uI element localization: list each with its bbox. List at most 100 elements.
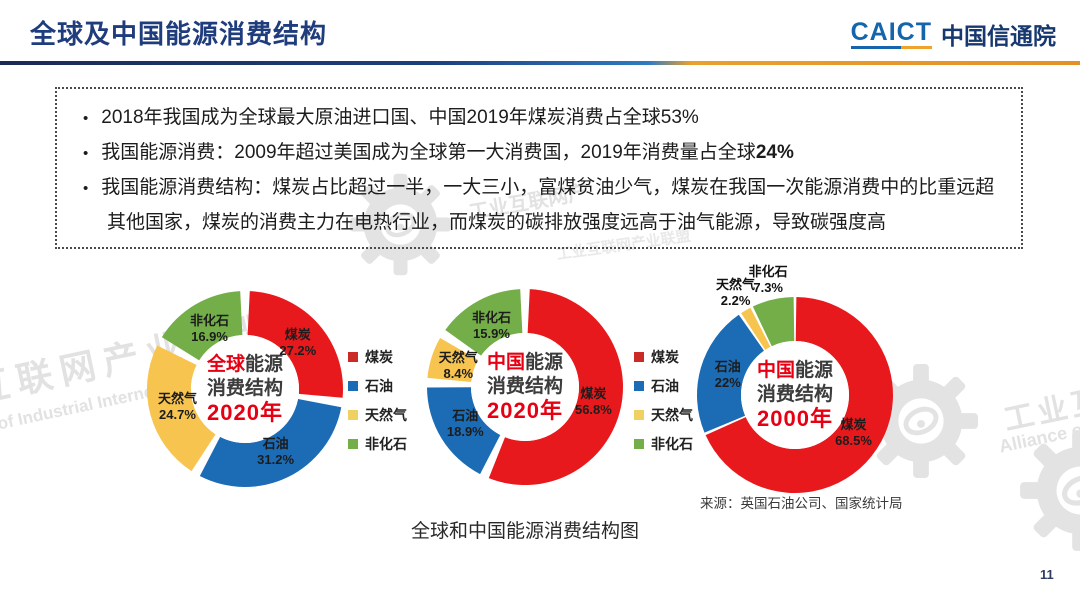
legend-item: 石油 — [348, 376, 407, 396]
slice-label-value: 2.2% — [720, 293, 751, 309]
chart-caption: 全球和中国能源消费结构图 — [410, 521, 639, 542]
slice-label-name: 天然气 — [716, 277, 756, 293]
slice-label: 非化石 16.9% — [190, 313, 229, 345]
legend-swatch — [348, 381, 358, 391]
slice-label-value: 56.8% — [574, 401, 612, 417]
pie-slice-非化石 — [161, 291, 243, 361]
slice-label-value: 22% — [714, 375, 741, 391]
center-year: 2000年 — [757, 406, 833, 431]
slice-label-name: 石油 — [262, 435, 289, 451]
caict-underline — [850, 46, 932, 49]
watermark-right-en: Alliance of Ind — [997, 411, 1080, 457]
watermark-right-cn: 工业互联网 — [1001, 369, 1080, 438]
slice-label-value: 31.2% — [257, 451, 295, 467]
legend: 煤炭 石油 天然气 非化石 — [348, 347, 407, 454]
legend-item: 非化石 — [634, 434, 693, 454]
pie-slice-天然气 — [147, 345, 216, 472]
center-line2: 消费结构 — [486, 376, 563, 397]
legend-swatch — [634, 410, 644, 420]
donut-chart-global-2020: 煤炭 27.2% 石油 31.2% 天然气 24.7% 非化石 16.9% 全球能源 消费结构 20… — [145, 289, 345, 489]
center-rest: 能源 — [795, 360, 834, 381]
slice-label-name: 非化石 — [471, 309, 511, 325]
donut-svg — [697, 297, 893, 494]
page-title: 全球及中国能源消费结构 — [30, 19, 328, 49]
slice-label-value: 27.2% — [279, 343, 317, 359]
slice-label: 非化石 7.3% — [749, 264, 788, 296]
slice-label-value: 18.9% — [446, 423, 484, 439]
legend-item: 天然气 — [348, 405, 407, 425]
bullet-text: 我国能源消费：2009年超过美国成为全球第一大消费国，2019年消费量占全球 — [101, 142, 756, 163]
page-number: 11 — [1040, 567, 1054, 582]
slice-label: 石油 18.9% — [447, 408, 484, 440]
info-box: 2018年我国成为全球最大原油进口国、中国2019年煤炭消费占全球53% 我国能源… — [55, 87, 1023, 249]
donut-hole — [471, 333, 579, 441]
center-line1: 全球能源 — [207, 353, 283, 377]
watermark-left-en: e of Industrial Internet — [0, 380, 161, 437]
legend-item: 煤炭 — [634, 347, 693, 367]
bullet-item: 我国能源消费结构：煤炭占比超过一半，一大三小，富煤贫油少气，煤炭在我国一次能源消… — [83, 171, 995, 240]
header-divider — [0, 61, 1080, 65]
pie-slice-天然气 — [427, 338, 479, 382]
pie-slice-煤炭 — [705, 297, 893, 494]
chart-center-label: 中国能源 消费结构 2020年 — [487, 351, 563, 423]
slice-label-name: 非化石 — [748, 264, 788, 280]
source-note: 来源：英国石油公司、国家统计局 — [700, 496, 903, 511]
slice-label-value: 8.4% — [443, 365, 474, 381]
donut-chart-china-2000: 煤炭 68.5% 石油 22% 天然气 2.2% 非化石 7.3% 中国能源 消费结构 2000年 — [695, 264, 895, 495]
center-line1: 中国能源 — [487, 351, 563, 375]
slice-label-value: 7.3% — [753, 280, 783, 296]
caict-cn-name: 中国信通院 — [941, 23, 1056, 49]
legend-label: 石油 — [365, 378, 393, 394]
pie-slice-非化石 — [445, 289, 523, 356]
donut-chart-china-2020: 煤炭 56.8% 石油 18.9% 天然气 8.4% 非化石 15.9% 中国能源 消费结构 202… — [425, 287, 625, 487]
legend-swatch — [348, 410, 358, 420]
caict-logo: CAICT 中国信通院 — [850, 17, 1056, 51]
pie-slice-天然气 — [741, 307, 771, 350]
slice-label-name: 石油 — [452, 407, 479, 423]
bullet-list: 2018年我国成为全球最大原油进口国、中国2019年煤炭消费占全球53% 我国能源… — [83, 101, 995, 240]
legend: 煤炭石油天然气非化石 — [634, 347, 693, 454]
slice-label-value: 68.5% — [835, 433, 872, 449]
pie-slice-石油 — [427, 387, 501, 475]
slice-label: 天然气 2.2% — [716, 277, 755, 309]
legend-swatch — [634, 352, 644, 362]
bullet-text: 2018年我国成为全球最大原油进口国、中国2019年煤炭消费占全球53% — [101, 107, 699, 128]
legend-swatch — [348, 352, 358, 362]
legend-label: 煤炭 — [651, 349, 679, 365]
donut-hole — [741, 341, 849, 449]
slice-label: 煤炭 56.8% — [575, 386, 612, 418]
center-year: 2020年 — [207, 400, 283, 425]
slice-label: 煤炭 68.5% — [835, 417, 872, 449]
slice-label: 石油 22% — [715, 359, 741, 391]
center-rest: 能源 — [245, 354, 284, 375]
legend-swatch — [634, 381, 644, 391]
slice-label: 煤炭 27.2% — [279, 327, 316, 359]
slice-label: 天然气 24.7% — [158, 391, 197, 423]
legend-item: 天然气 — [634, 405, 693, 425]
center-highlight: 全球 — [206, 354, 245, 375]
donut-hole — [191, 335, 299, 443]
pie-slice-煤炭 — [247, 291, 344, 398]
bullet-text: 24% — [755, 142, 794, 163]
legend-label: 石油 — [651, 378, 679, 394]
slice-label-name: 非化石 — [190, 312, 230, 328]
slice-label-name: 天然气 — [157, 391, 197, 407]
pie-slice-石油 — [697, 314, 765, 433]
chart-center-label: 全球能源 消费结构 2020年 — [207, 353, 283, 425]
bullet-item: 我国能源消费：2009年超过美国成为全球第一大消费国，2019年消费量占全球24… — [83, 136, 995, 171]
slice-label: 天然气 8.4% — [439, 350, 478, 382]
center-highlight: 中国 — [756, 360, 795, 381]
caict-wordmark: CAICT — [850, 18, 932, 49]
donut-svg — [147, 291, 344, 487]
legend-item: 煤炭 — [348, 347, 407, 367]
legend-label: 非化石 — [651, 436, 693, 452]
legend-swatch — [634, 439, 644, 449]
caict-text: CAICT — [850, 18, 932, 46]
center-year: 2020年 — [487, 398, 563, 423]
slice-label: 石油 31.2% — [257, 436, 294, 468]
slice-label-value: 15.9% — [473, 325, 510, 341]
pie-slice-石油 — [199, 399, 342, 487]
legend-label: 煤炭 — [365, 349, 393, 365]
slice-label-name: 天然气 — [438, 349, 478, 365]
slice-label-name: 石油 — [714, 359, 741, 375]
